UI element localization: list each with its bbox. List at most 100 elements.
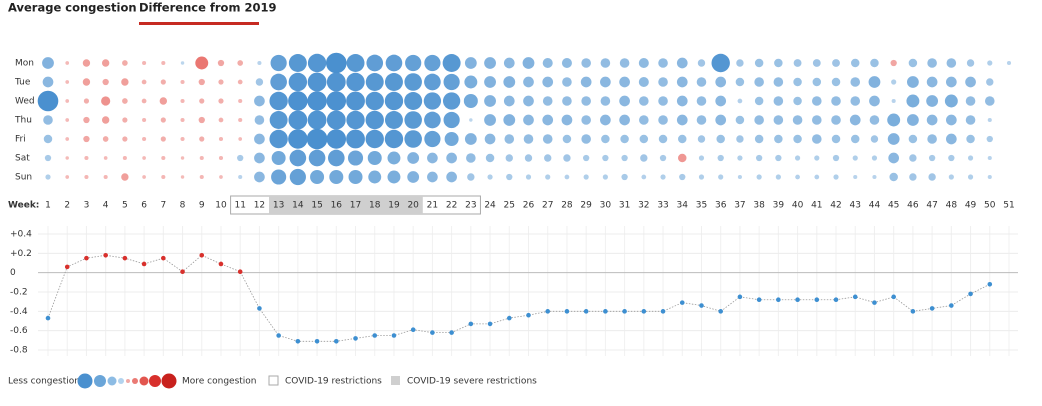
point <box>468 321 474 327</box>
bubble <box>754 96 764 106</box>
point <box>968 291 973 297</box>
bubble <box>218 155 224 161</box>
week-label: 51 <box>1003 201 1014 211</box>
bubble <box>308 149 326 167</box>
bubble <box>638 76 649 88</box>
legend-bubble <box>132 378 138 384</box>
week-label: 10 <box>215 201 227 211</box>
week-label: 14 <box>292 201 304 211</box>
bubble <box>773 77 784 87</box>
bubble <box>869 95 880 107</box>
bubble <box>600 76 611 88</box>
bubble <box>326 129 347 149</box>
bubble <box>850 96 861 106</box>
bubble <box>424 130 441 148</box>
bubble <box>288 110 308 130</box>
week-label: 31 <box>619 201 630 211</box>
bubble <box>773 115 784 125</box>
bubble <box>407 171 420 183</box>
point <box>756 297 762 303</box>
bubble <box>814 174 820 180</box>
week-label: 1 <box>45 201 51 211</box>
bubble <box>967 155 974 161</box>
point <box>295 339 301 344</box>
week-label: 50 <box>984 201 996 211</box>
week-label: 13 <box>273 201 284 211</box>
bubble <box>696 96 707 106</box>
bubble <box>581 134 591 144</box>
bubble <box>812 96 822 106</box>
bubble <box>737 98 743 104</box>
bubble <box>870 135 879 143</box>
bubble <box>65 156 69 160</box>
bubble <box>774 58 783 68</box>
bubble <box>583 154 590 162</box>
bubble <box>755 154 763 162</box>
bubble <box>199 136 205 142</box>
bubble <box>525 174 532 180</box>
bubble <box>506 173 513 181</box>
bubble <box>503 114 516 126</box>
bubble <box>463 94 478 108</box>
bubble <box>101 96 111 106</box>
bubble <box>523 76 534 88</box>
point <box>430 330 435 335</box>
bubble <box>306 128 328 150</box>
bubble <box>660 174 666 180</box>
bubble <box>103 174 108 180</box>
bubble <box>180 61 185 65</box>
bubble <box>698 155 705 161</box>
bubble <box>199 174 204 180</box>
row-label: Mon <box>15 59 34 69</box>
bubble <box>269 91 288 111</box>
bubble <box>65 61 70 65</box>
bubble <box>945 114 957 126</box>
week-label: 27 <box>542 201 553 211</box>
bubble <box>484 76 496 88</box>
bubble <box>237 60 244 66</box>
bubble <box>254 133 265 145</box>
point <box>987 281 993 287</box>
bubble <box>737 174 742 180</box>
bubble <box>288 91 308 111</box>
week-label: 37 <box>734 201 745 211</box>
bubble <box>696 77 707 87</box>
point <box>161 255 166 261</box>
bubble <box>658 134 668 144</box>
bubble <box>326 91 347 111</box>
bubble <box>715 114 727 126</box>
bubble <box>269 129 288 149</box>
bubble <box>218 98 224 104</box>
bubble <box>427 152 438 164</box>
bubble <box>966 134 975 144</box>
bubble <box>965 115 976 125</box>
bubble <box>715 76 727 88</box>
y-tick-label: -0.8 <box>10 346 28 356</box>
bubble <box>966 59 975 67</box>
bubble <box>602 174 608 180</box>
bubble <box>850 77 861 87</box>
point <box>218 261 224 267</box>
bubble <box>180 79 185 85</box>
tab[interactable]: Average congestion <box>8 1 137 15</box>
point <box>795 297 800 303</box>
bubble <box>850 58 860 68</box>
bubble <box>987 117 992 123</box>
bubble <box>907 76 919 88</box>
week-label: 18 <box>369 201 381 211</box>
bubble <box>620 134 629 144</box>
row-label: Thu <box>14 116 32 126</box>
bubble <box>906 94 920 108</box>
bubble <box>678 134 687 144</box>
bubble <box>346 91 365 111</box>
bubble <box>83 116 90 124</box>
bubble <box>122 98 128 104</box>
point <box>314 339 320 344</box>
bubble <box>195 56 209 70</box>
bubble <box>307 53 327 73</box>
bubble <box>850 134 860 144</box>
point <box>526 312 531 318</box>
bubble <box>562 134 572 144</box>
point <box>776 297 781 303</box>
tab-active[interactable]: Difference from 2019 <box>139 1 276 15</box>
